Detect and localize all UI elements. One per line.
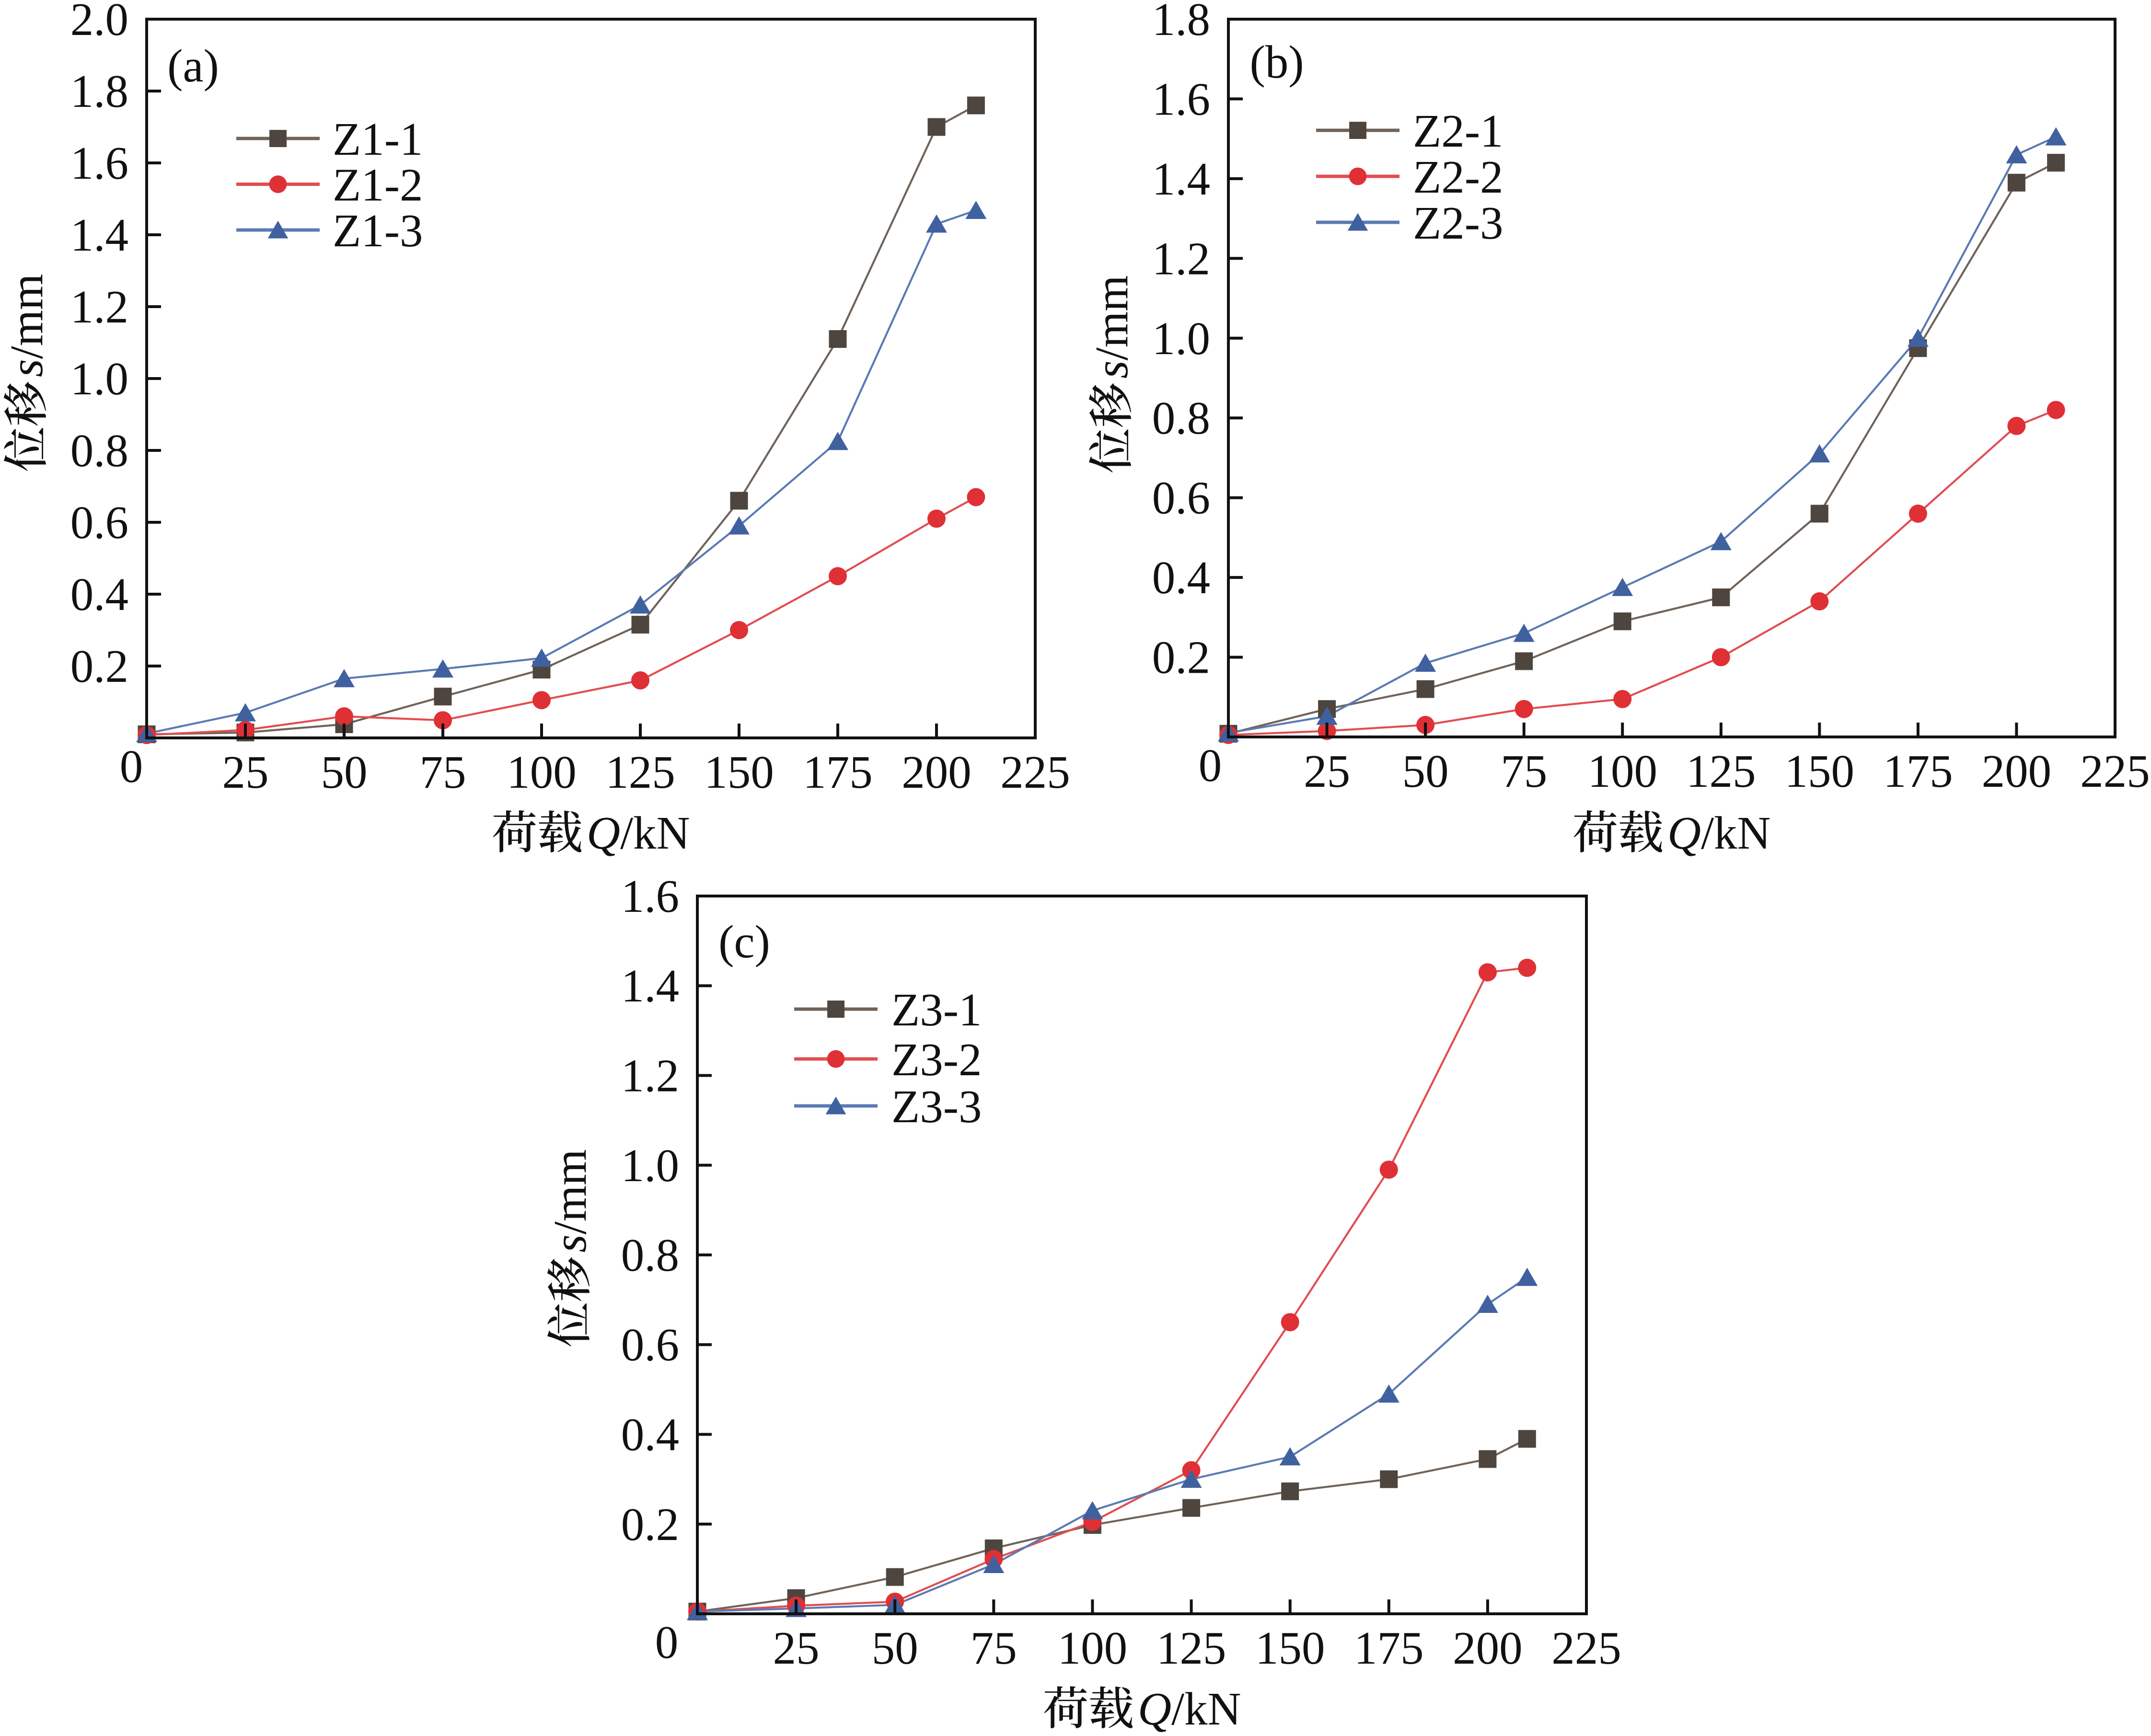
- svg-text:0.6: 0.6: [621, 1319, 679, 1370]
- svg-text:Z3-3: Z3-3: [891, 1081, 982, 1132]
- svg-text:0: 0: [1199, 740, 1222, 791]
- svg-text:1.4: 1.4: [1152, 153, 1210, 205]
- svg-text:0: 0: [120, 741, 143, 792]
- svg-text:1.0: 1.0: [621, 1140, 679, 1191]
- svg-text:1.6: 1.6: [621, 871, 679, 922]
- svg-text:Q/kN: Q/kN: [587, 807, 690, 859]
- svg-text:s/mm: s/mm: [1086, 275, 1137, 379]
- svg-text:0.6: 0.6: [70, 497, 128, 548]
- svg-text:75: 75: [971, 1622, 1017, 1674]
- svg-text:Z2-2: Z2-2: [1413, 151, 1503, 203]
- svg-text:0.2: 0.2: [70, 641, 128, 692]
- svg-text:125: 125: [605, 747, 675, 798]
- svg-text:(a): (a): [167, 40, 219, 92]
- svg-text:1.8: 1.8: [70, 66, 128, 117]
- svg-text:100: 100: [1058, 1622, 1128, 1674]
- svg-text:0: 0: [655, 1617, 679, 1668]
- svg-text:25: 25: [222, 747, 269, 798]
- svg-text:Z3-2: Z3-2: [891, 1034, 982, 1085]
- svg-text:Z2-1: Z2-1: [1413, 105, 1503, 157]
- svg-text:1.2: 1.2: [70, 281, 128, 333]
- svg-text:225: 225: [1000, 747, 1070, 798]
- svg-text:200: 200: [1453, 1622, 1523, 1674]
- svg-text:50: 50: [321, 747, 368, 798]
- svg-text:100: 100: [507, 747, 577, 798]
- svg-text:0.4: 0.4: [70, 569, 128, 620]
- svg-text:50: 50: [872, 1622, 918, 1674]
- svg-text:150: 150: [1785, 746, 1855, 797]
- svg-text:175: 175: [1354, 1622, 1424, 1674]
- svg-text:0.8: 0.8: [1152, 392, 1210, 444]
- svg-text:150: 150: [1255, 1622, 1325, 1674]
- svg-text:200: 200: [1982, 746, 2052, 797]
- svg-text:175: 175: [803, 747, 873, 798]
- svg-text:2.0: 2.0: [70, 0, 128, 45]
- svg-text:1.2: 1.2: [1152, 233, 1210, 284]
- svg-text:125: 125: [1156, 1622, 1226, 1674]
- svg-text:Z3-1: Z3-1: [891, 984, 982, 1035]
- svg-text:25: 25: [1304, 746, 1350, 797]
- svg-text:1.0: 1.0: [1152, 313, 1210, 364]
- svg-text:1.2: 1.2: [621, 1050, 679, 1102]
- svg-text:0.4: 0.4: [621, 1409, 679, 1460]
- svg-text:1.4: 1.4: [621, 960, 679, 1012]
- svg-text:Z1-3: Z1-3: [333, 205, 423, 256]
- svg-text:100: 100: [1587, 746, 1657, 797]
- svg-text:50: 50: [1402, 746, 1449, 797]
- svg-text:Z1-2: Z1-2: [333, 160, 423, 211]
- svg-text:75: 75: [1501, 746, 1547, 797]
- svg-text:0.2: 0.2: [1152, 632, 1210, 683]
- svg-text:125: 125: [1686, 746, 1756, 797]
- svg-text:(c): (c): [718, 916, 770, 967]
- svg-text:Q/kN: Q/kN: [1667, 807, 1771, 859]
- svg-text:25: 25: [773, 1622, 820, 1674]
- svg-text:225: 225: [1551, 1622, 1621, 1674]
- svg-text:0.2: 0.2: [621, 1499, 679, 1550]
- svg-text:175: 175: [1883, 746, 1953, 797]
- svg-text:Z2-3: Z2-3: [1413, 197, 1503, 249]
- svg-text:0.6: 0.6: [1152, 472, 1210, 524]
- svg-text:150: 150: [704, 747, 774, 798]
- svg-text:1.0: 1.0: [70, 353, 128, 404]
- svg-text:s/mm: s/mm: [1, 274, 52, 377]
- svg-text:1.8: 1.8: [1152, 0, 1210, 45]
- svg-text:0.8: 0.8: [621, 1230, 679, 1281]
- svg-text:1.6: 1.6: [1152, 73, 1210, 125]
- svg-text:225: 225: [2080, 746, 2150, 797]
- svg-text:200: 200: [902, 747, 971, 798]
- svg-text:0.4: 0.4: [1152, 552, 1210, 603]
- svg-text:1.6: 1.6: [70, 138, 128, 189]
- svg-text:1.4: 1.4: [70, 209, 128, 261]
- svg-text:s/mm: s/mm: [544, 1149, 596, 1253]
- svg-text:Z1-1: Z1-1: [333, 114, 423, 165]
- svg-text:Q/kN: Q/kN: [1138, 1683, 1241, 1735]
- svg-text:0.8: 0.8: [70, 425, 128, 476]
- svg-text:75: 75: [420, 747, 466, 798]
- svg-text:(b): (b): [1249, 36, 1304, 88]
